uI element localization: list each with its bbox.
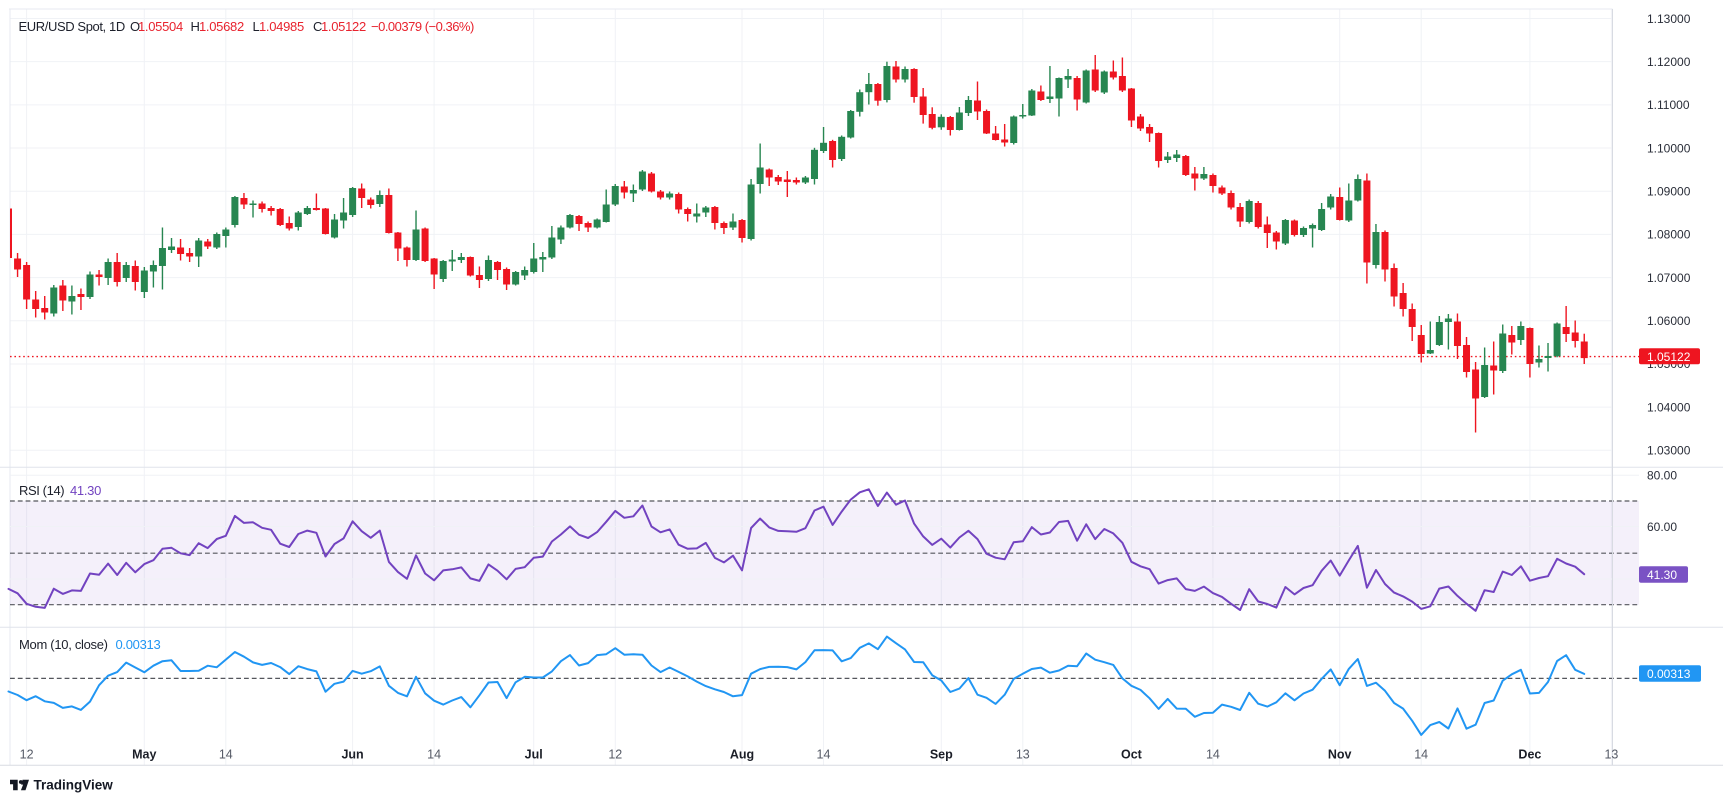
svg-text:13: 13	[1604, 748, 1618, 762]
svg-text:14: 14	[427, 748, 441, 762]
svg-text:13: 13	[1016, 748, 1030, 762]
svg-text:H: H	[191, 19, 200, 34]
svg-text:80.00: 80.00	[1647, 469, 1677, 483]
svg-text:1.05122: 1.05122	[321, 19, 366, 34]
svg-text:Nov: Nov	[1328, 748, 1352, 762]
svg-text:12: 12	[608, 748, 622, 762]
svg-text:0.00313: 0.00313	[116, 637, 161, 652]
svg-text:1.03000: 1.03000	[1647, 444, 1691, 458]
svg-text:May: May	[132, 748, 156, 762]
svg-text:Oct: Oct	[1121, 748, 1143, 762]
svg-text:C: C	[313, 19, 322, 34]
svg-text:41.30: 41.30	[1647, 568, 1677, 582]
svg-text:60.00: 60.00	[1647, 520, 1677, 534]
svg-text:14: 14	[817, 748, 831, 762]
svg-text:−0.00379 (−0.36%): −0.00379 (−0.36%)	[371, 19, 474, 34]
svg-text:1.08000: 1.08000	[1647, 228, 1691, 242]
svg-text:14: 14	[1414, 748, 1428, 762]
svg-text:L: L	[253, 19, 260, 34]
svg-text:1.07000: 1.07000	[1647, 271, 1691, 285]
svg-text:EUR/USD Spot, 1D: EUR/USD Spot, 1D	[19, 19, 125, 34]
svg-text:1.06000: 1.06000	[1647, 314, 1691, 328]
svg-text:1.13000: 1.13000	[1647, 12, 1691, 26]
svg-text:RSI (14): RSI (14)	[19, 483, 64, 498]
svg-text:1.05682: 1.05682	[199, 19, 244, 34]
svg-text:1.10000: 1.10000	[1647, 141, 1691, 155]
svg-text:1.05122: 1.05122	[1647, 350, 1691, 364]
svg-text:1.11000: 1.11000	[1647, 98, 1690, 112]
svg-text:Jun: Jun	[341, 748, 363, 762]
svg-text:14: 14	[1206, 748, 1220, 762]
svg-text:Sep: Sep	[930, 748, 953, 762]
svg-text:41.30: 41.30	[70, 483, 101, 498]
svg-text:Aug: Aug	[730, 748, 754, 762]
svg-text:O: O	[130, 19, 140, 34]
svg-text:Mom (10, close): Mom (10, close)	[19, 637, 108, 652]
svg-text:TradingView: TradingView	[34, 778, 114, 793]
svg-text:Jul: Jul	[525, 748, 543, 762]
svg-text:14: 14	[219, 748, 233, 762]
svg-text:1.04000: 1.04000	[1647, 400, 1691, 414]
svg-text:Dec: Dec	[1518, 748, 1541, 762]
svg-text:1.05504: 1.05504	[138, 19, 183, 34]
svg-text:1.12000: 1.12000	[1647, 55, 1691, 69]
svg-text:1.09000: 1.09000	[1647, 185, 1691, 199]
svg-text:1.04985: 1.04985	[259, 19, 304, 34]
svg-text:0.00313: 0.00313	[1647, 667, 1691, 681]
svg-text:12: 12	[20, 748, 34, 762]
